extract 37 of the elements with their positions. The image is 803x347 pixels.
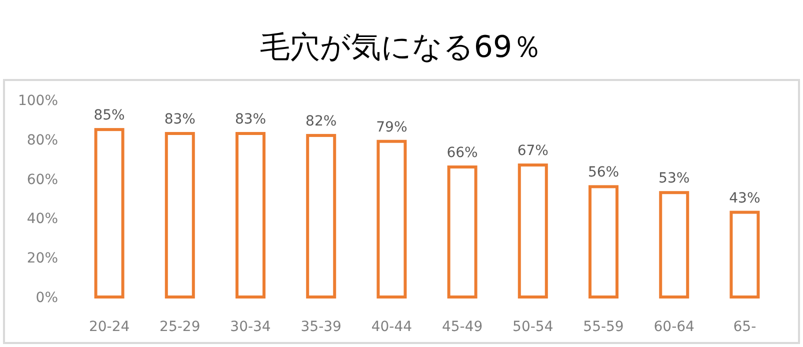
bar (730, 210, 760, 298)
data-label: 83% (234, 111, 266, 128)
y-tick-label: 80% (26, 132, 58, 148)
data-label: 66% (446, 144, 478, 161)
data-label: 67% (517, 143, 548, 160)
x-tick-label: 25-29 (160, 319, 200, 335)
data-label: 43% (729, 190, 760, 206)
x-tick-label: 30-34 (230, 319, 271, 335)
x-tick-label: 55-59 (583, 319, 624, 335)
chart-title: 毛穴が気になる69％ (260, 30, 542, 65)
bar (376, 140, 407, 298)
bar (659, 191, 690, 298)
bar (306, 134, 336, 298)
data-label: 79% (376, 119, 408, 136)
x-tick-label: 65- (733, 319, 756, 335)
y-tick-label: 60% (26, 172, 58, 188)
x-tick-label: 35-39 (300, 319, 342, 335)
data-label: 56% (588, 164, 620, 181)
bar (588, 185, 618, 298)
bar (164, 132, 195, 298)
y-tick-label: 40% (26, 211, 58, 228)
x-tick-label: 60-64 (654, 319, 695, 335)
y-tick-label: 0% (36, 290, 58, 306)
bar (94, 128, 124, 298)
bar (447, 165, 478, 298)
data-label: 83% (164, 111, 196, 128)
data-label: 82% (306, 113, 337, 130)
y-tick-label: 20% (26, 250, 58, 267)
data-label: 53% (658, 170, 690, 187)
x-tick-label: 50-54 (512, 319, 554, 335)
x-tick-label: 40-44 (371, 319, 412, 335)
x-tick-label: 20-24 (88, 319, 130, 335)
y-tick-label: 100% (18, 93, 58, 109)
data-label: 85% (94, 108, 125, 124)
bar (236, 132, 266, 298)
x-tick-label: 45-49 (442, 319, 483, 335)
bar (518, 164, 548, 298)
